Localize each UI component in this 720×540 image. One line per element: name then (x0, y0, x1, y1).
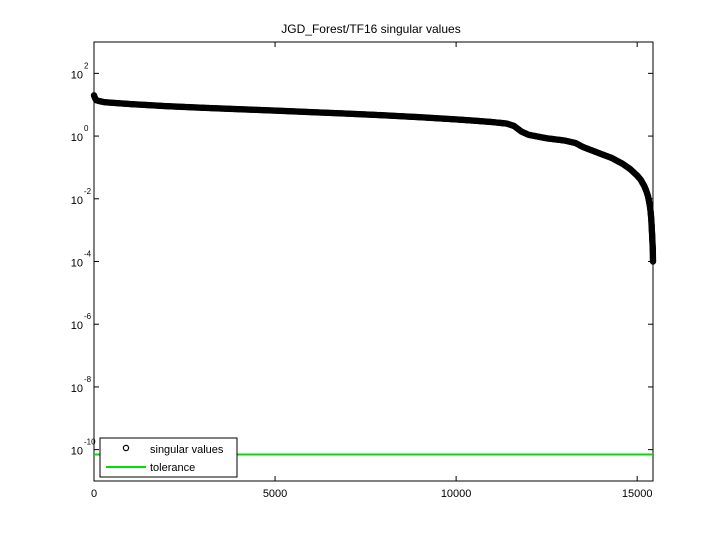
singular-value-point (649, 258, 657, 265)
y-tick-base: 10 (71, 446, 83, 458)
y-tick-base: 10 (71, 383, 83, 395)
y-tick-label: 10 (71, 195, 83, 207)
axis-ticks: 0 5000 10000 1500010210010-210-410-610-810-… (71, 42, 653, 500)
legend: singular values tolerance (99, 437, 238, 478)
y-tick-exponent: 0 (84, 124, 89, 133)
y-tick-base: 10 (71, 69, 83, 81)
y-tick-label: 10 (71, 132, 83, 144)
legend-label-singular-values: singular values (150, 444, 224, 456)
x-tick-label: 10000 (441, 488, 472, 500)
x-tick-label: 5000 (263, 488, 287, 500)
y-tick-label: 10 (71, 446, 83, 458)
legend-label-tolerance: tolerance (150, 462, 195, 474)
y-tick-exponent: 2 (84, 61, 89, 70)
chart-title: JGD_Forest/TF16 singular values (281, 22, 460, 36)
x-tick-label: 0 (91, 488, 97, 500)
y-tick-label: 10 (71, 320, 83, 332)
y-tick-base: 10 (71, 132, 83, 144)
legend-box (99, 437, 238, 478)
y-tick-exponent: -4 (84, 250, 92, 259)
y-tick-exponent: -10 (84, 438, 96, 447)
legend-marker-singular-values (122, 444, 130, 452)
y-tick-exponent: -6 (84, 312, 92, 321)
x-tick-label: 15000 (622, 488, 653, 500)
y-tick-label: 10 (71, 383, 83, 395)
y-tick-exponent: -2 (84, 187, 92, 196)
y-tick-base: 10 (71, 320, 83, 332)
y-tick-base: 10 (71, 195, 83, 207)
y-tick-exponent: -8 (84, 375, 92, 384)
y-tick-label: 10 (71, 258, 83, 270)
y-tick-label: 10 (71, 69, 83, 81)
y-tick-base: 10 (71, 258, 83, 270)
